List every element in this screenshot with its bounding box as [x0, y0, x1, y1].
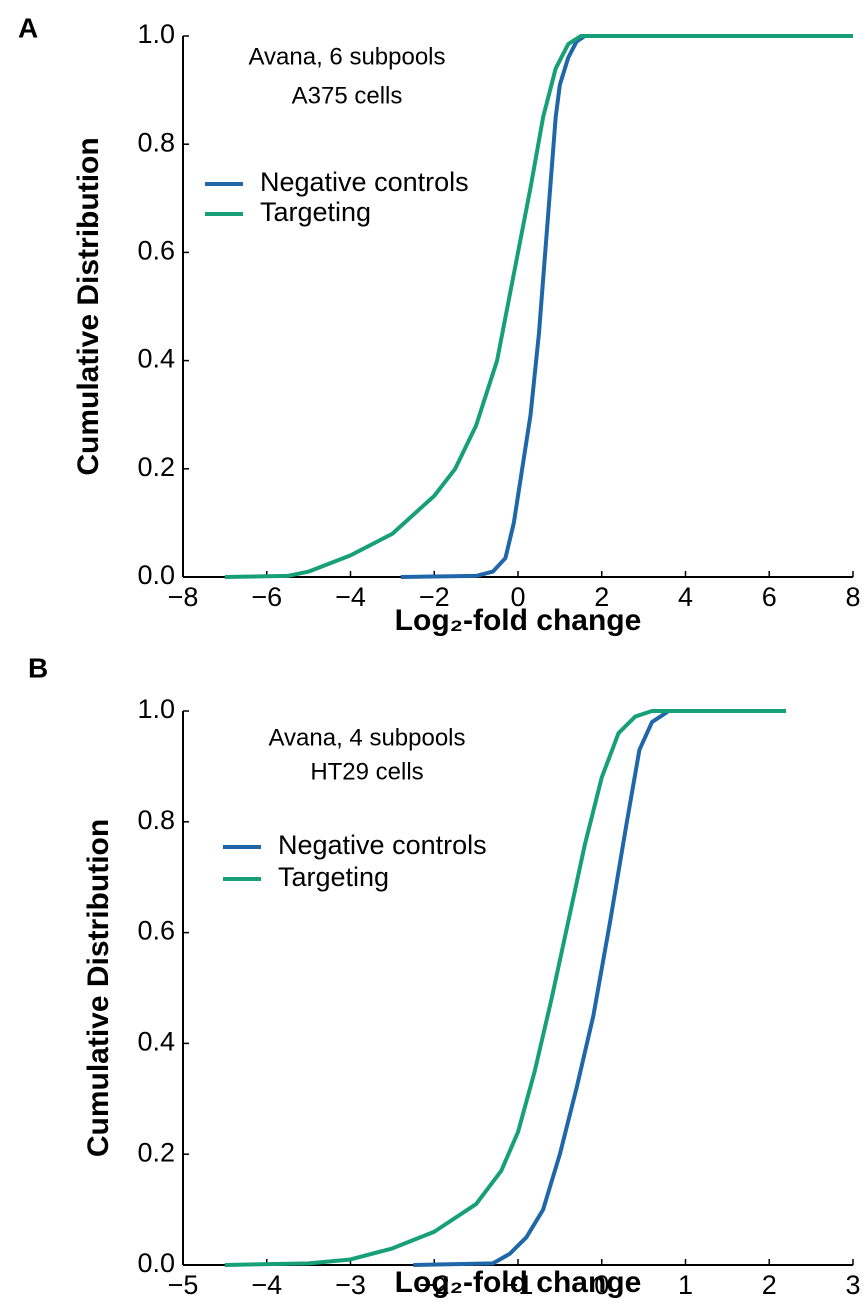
panel-label: B [28, 652, 48, 683]
y-tick-label: 0.4 [137, 1027, 175, 1057]
x-tick-label: 2 [594, 582, 609, 612]
x-tick-label: 8 [845, 582, 860, 612]
y-tick-label: 0.2 [137, 1137, 175, 1167]
x-axis-title: Log₂-fold change [395, 604, 642, 637]
cdf-line [224, 34, 853, 579]
annotation: HT29 cells [310, 758, 423, 785]
x-tick-label: −2 [419, 1270, 450, 1300]
legend-label: Targeting [260, 197, 371, 227]
panel-label: A [18, 12, 38, 43]
x-tick-label: 2 [762, 1270, 777, 1300]
x-tick-label: 0 [510, 582, 525, 612]
x-tick-label: 4 [678, 582, 693, 612]
y-tick-label: 0.6 [137, 236, 175, 266]
x-tick-label: −5 [168, 1270, 199, 1300]
y-tick-label: 0.0 [137, 560, 175, 590]
y-axis-title: Cumulative Distribution [82, 819, 115, 1157]
x-tick-label: −2 [419, 582, 450, 612]
x-tick-label: 0 [594, 1270, 609, 1300]
y-tick-label: 0.8 [137, 127, 175, 157]
y-tick-label: 0.6 [137, 916, 175, 946]
x-tick-label: −4 [251, 1270, 282, 1300]
legend-label: Negative controls [278, 830, 487, 860]
annotation: Avana, 6 subpools [248, 43, 445, 70]
x-tick-label: −4 [335, 582, 366, 612]
y-tick-label: 1.0 [137, 694, 175, 724]
cdf-line [400, 34, 853, 579]
legend-label: Targeting [278, 862, 389, 892]
y-tick-label: 0.2 [137, 452, 175, 482]
x-tick-label: −1 [503, 1270, 534, 1300]
cdf-line [224, 709, 786, 1267]
x-tick-label: 1 [678, 1270, 693, 1300]
y-axis-title: Cumulative Distribution [72, 137, 105, 475]
x-tick-label: −8 [168, 582, 199, 612]
annotation: A375 cells [292, 82, 403, 109]
y-tick-label: 1.0 [137, 19, 175, 49]
y-tick-label: 0.0 [137, 1248, 175, 1278]
x-tick-label: 6 [762, 582, 777, 612]
x-tick-label: 3 [845, 1270, 860, 1300]
x-tick-label: −6 [251, 582, 282, 612]
y-tick-label: 0.8 [137, 805, 175, 835]
x-tick-label: −3 [335, 1270, 366, 1300]
y-tick-label: 0.4 [137, 344, 175, 374]
annotation: Avana, 4 subpools [268, 724, 465, 751]
cdf-line [413, 709, 786, 1267]
x-axis-title: Log₂-fold change [395, 1266, 642, 1299]
legend-label: Negative controls [260, 167, 469, 197]
